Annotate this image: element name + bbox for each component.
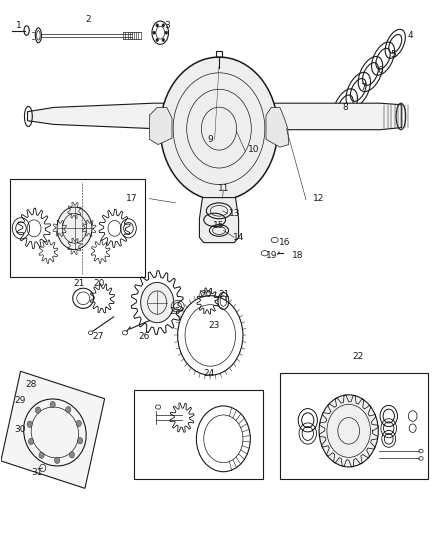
- Circle shape: [160, 57, 278, 200]
- Circle shape: [76, 421, 81, 426]
- Circle shape: [55, 457, 60, 464]
- Circle shape: [57, 207, 92, 249]
- Text: 26: 26: [138, 332, 150, 341]
- Circle shape: [27, 421, 32, 427]
- Circle shape: [162, 24, 165, 27]
- Circle shape: [66, 407, 71, 413]
- Text: 20: 20: [94, 279, 105, 288]
- Circle shape: [28, 438, 34, 445]
- Text: 4: 4: [408, 31, 413, 41]
- Polygon shape: [149, 108, 172, 144]
- Text: 15: 15: [213, 221, 225, 230]
- Circle shape: [141, 282, 174, 322]
- Text: 23: 23: [208, 321, 219, 330]
- Polygon shape: [199, 198, 239, 243]
- Text: 31: 31: [32, 468, 43, 477]
- Text: 24: 24: [204, 369, 215, 378]
- Polygon shape: [271, 103, 402, 130]
- Text: 27: 27: [92, 332, 104, 341]
- Text: 6: 6: [377, 66, 383, 75]
- Text: 21: 21: [219, 289, 230, 298]
- Text: 20: 20: [200, 289, 212, 298]
- Text: 30: 30: [14, 425, 25, 434]
- Text: 10: 10: [248, 146, 260, 155]
- Text: 25: 25: [170, 307, 181, 316]
- Bar: [134, 390, 262, 479]
- Circle shape: [165, 31, 168, 34]
- Polygon shape: [1, 372, 105, 488]
- Text: 17: 17: [126, 194, 138, 203]
- Text: 18: 18: [292, 252, 303, 261]
- Text: 12: 12: [314, 194, 325, 203]
- Text: 11: 11: [218, 183, 229, 192]
- Text: 16: 16: [279, 238, 290, 247]
- Polygon shape: [266, 108, 289, 147]
- Text: 14: 14: [233, 233, 244, 242]
- Text: 21: 21: [73, 279, 85, 288]
- Text: 3: 3: [164, 21, 170, 30]
- Bar: [215, 51, 223, 57]
- Text: 5: 5: [390, 50, 396, 59]
- Text: 2: 2: [85, 15, 91, 25]
- Text: 19: 19: [265, 252, 277, 261]
- Text: 7: 7: [360, 83, 365, 92]
- Text: 29: 29: [14, 395, 25, 405]
- Circle shape: [69, 451, 74, 458]
- Circle shape: [50, 401, 55, 408]
- Circle shape: [153, 31, 155, 34]
- Circle shape: [319, 395, 378, 467]
- Text: 8: 8: [343, 103, 348, 112]
- Text: 22: 22: [353, 352, 364, 361]
- Text: 13: 13: [229, 209, 240, 218]
- Text: 28: 28: [25, 379, 37, 389]
- Polygon shape: [28, 103, 167, 130]
- Text: 1: 1: [16, 21, 21, 30]
- Bar: [10, 179, 145, 277]
- Circle shape: [78, 438, 83, 444]
- Text: 9: 9: [208, 135, 213, 144]
- Bar: [280, 373, 428, 479]
- Circle shape: [156, 24, 159, 27]
- Circle shape: [162, 38, 165, 42]
- Circle shape: [39, 452, 44, 458]
- Circle shape: [156, 38, 159, 42]
- Circle shape: [35, 407, 41, 413]
